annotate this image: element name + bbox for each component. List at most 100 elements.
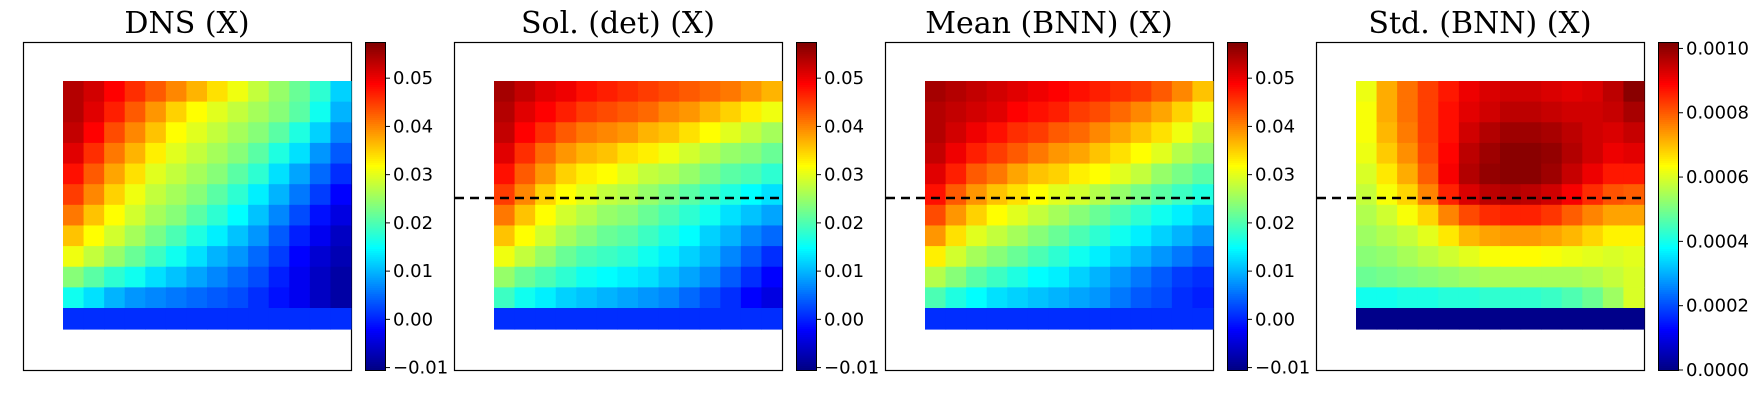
- heatmap-cell: [699, 122, 721, 144]
- heatmap-cell: [63, 122, 85, 144]
- heatmap-cell: [699, 81, 721, 103]
- heatmap-cell: [268, 287, 290, 309]
- heatmap-cell: [63, 163, 85, 185]
- heatmap-cell: [596, 204, 619, 227]
- colorbar-segment: [365, 87, 385, 90]
- heatmap-cell: [679, 204, 701, 227]
- colorbar-segment: [1658, 302, 1678, 305]
- colorbar-segment: [1227, 111, 1247, 115]
- heatmap-cell: [986, 287, 1008, 309]
- colorbar-segment: [365, 322, 385, 326]
- colorbar-segment: [796, 97, 816, 100]
- colorbar-segment: [365, 318, 385, 322]
- heatmap-cell: [966, 287, 988, 309]
- colorbar-segment: [1227, 285, 1247, 289]
- colorbar-segment: [796, 210, 816, 213]
- heatmap-cell: [740, 184, 763, 206]
- heatmap-cell: [1110, 122, 1132, 144]
- heatmap-cell: [596, 308, 619, 330]
- colorbar-segment: [796, 48, 816, 51]
- colorbar-segment: [796, 154, 816, 158]
- colorbar-segment: [796, 72, 816, 76]
- colorbar-segment: [1227, 156, 1247, 160]
- heatmap-cell: [1417, 225, 1439, 247]
- heatmap-cell: [658, 287, 680, 309]
- heatmap-cell: [925, 184, 947, 206]
- colorbar-segment: [1227, 46, 1247, 49]
- heatmap-cell: [1130, 142, 1152, 165]
- colorbar-segment: [1227, 136, 1247, 139]
- colorbar-segment: [796, 89, 816, 92]
- colorbar-segment: [796, 187, 816, 191]
- colorbar-segment: [796, 351, 816, 355]
- colorbar-segment: [796, 281, 816, 285]
- colorbar-tick-label: 0.02: [824, 213, 864, 234]
- heatmap-cell: [83, 308, 105, 330]
- colorbar-segment: [365, 355, 385, 359]
- heatmap-cell: [1458, 163, 1481, 185]
- heatmap-cell: [514, 184, 536, 206]
- colorbar-segment: [365, 263, 385, 266]
- colorbar-segment: [1227, 265, 1247, 268]
- colorbar-segment: [796, 347, 816, 350]
- colorbar-segment: [365, 367, 385, 371]
- colorbar-segment: [1227, 279, 1247, 283]
- heatmap-cell: [248, 204, 270, 227]
- colorbar-segment: [1227, 177, 1247, 180]
- colorbar-segment: [365, 93, 385, 96]
- colorbar-segment: [1658, 300, 1678, 303]
- heatmap-cell: [1130, 81, 1152, 103]
- colorbar-segment: [1658, 349, 1678, 353]
- colorbar-segment: [365, 175, 385, 178]
- colorbar-segment: [1227, 290, 1247, 293]
- heatmap-cell: [83, 287, 105, 309]
- colorbar-segment: [796, 224, 816, 227]
- colorbar-segment: [1658, 119, 1678, 123]
- colorbar-segment: [796, 345, 816, 348]
- colorbar-segment: [1227, 244, 1247, 248]
- heatmap-cell: [1541, 287, 1563, 309]
- colorbar-segment: [796, 119, 816, 123]
- heatmap-cell: [535, 246, 557, 268]
- heatmap-cell: [720, 287, 742, 309]
- colorbar-segment: [796, 269, 816, 273]
- colorbar-segment: [1658, 298, 1678, 301]
- heatmap-cell: [1520, 204, 1542, 227]
- heatmap-cell: [63, 225, 85, 247]
- heatmap-cell: [576, 101, 598, 123]
- heatmap-cell: [186, 246, 208, 268]
- heatmap-cell: [1069, 81, 1091, 103]
- colorbar-tick-label: −0.01: [1255, 358, 1310, 379]
- colorbar-segment: [365, 54, 385, 57]
- colorbar-segment: [796, 167, 816, 170]
- colorbar-segment: [1658, 269, 1678, 273]
- heatmap-cell: [535, 163, 557, 185]
- heatmap-cell: [207, 308, 229, 330]
- heatmap-cell: [1356, 204, 1378, 227]
- heatmap-cell: [720, 308, 742, 330]
- colorbar-segment: [796, 60, 816, 63]
- colorbar-segment: [1658, 117, 1678, 121]
- colorbar-segment: [1658, 99, 1678, 102]
- colorbar-segment: [365, 214, 385, 217]
- heatmap-cell: [1130, 122, 1152, 144]
- heatmap-cell: [1417, 204, 1439, 227]
- heatmap-cell: [925, 246, 947, 268]
- heatmap-cell: [1582, 204, 1604, 227]
- heatmap-cell: [535, 142, 557, 165]
- heatmap-cell: [1376, 287, 1398, 309]
- heatmap-cell: [1623, 308, 1645, 330]
- panel-title: DNS (X): [124, 6, 249, 41]
- colorbar-segment: [1227, 238, 1247, 242]
- heatmap-cell: [679, 287, 701, 309]
- colorbar-segment: [796, 52, 816, 55]
- heatmap-cell: [945, 266, 967, 288]
- heatmap-cell: [966, 308, 988, 330]
- colorbar-segment: [1227, 128, 1247, 131]
- colorbar-segment: [796, 189, 816, 193]
- heatmap-cell: [289, 81, 311, 103]
- heatmap-cell: [638, 246, 660, 268]
- colorbar-segment: [365, 316, 385, 320]
- colorbar-segment: [1658, 126, 1678, 129]
- heatmap-cell: [1089, 204, 1111, 227]
